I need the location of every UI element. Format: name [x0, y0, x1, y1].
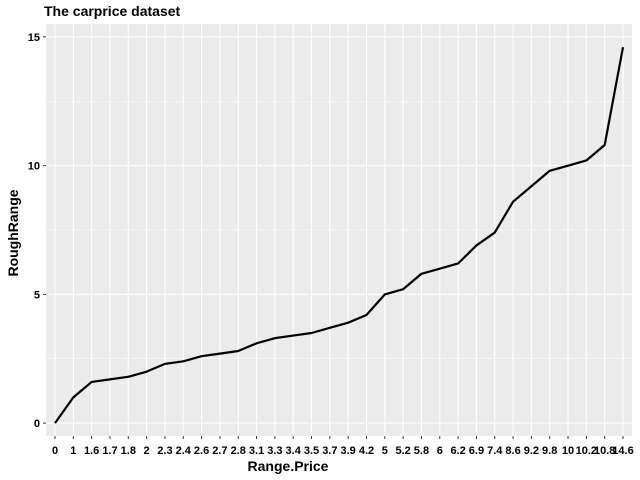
series-line [54, 46, 625, 424]
x-tick-label: 4.2 [359, 445, 374, 457]
x-tick-label: 1.6 [84, 445, 99, 457]
y-tick-label: 5 [34, 289, 40, 301]
x-tick-label: 2.3 [157, 445, 172, 457]
y-tick-label: 10 [28, 161, 40, 173]
x-tick-label: 1 [70, 445, 76, 457]
x-tick-label: 2.6 [194, 445, 209, 457]
x-tick-label: 10 [562, 445, 574, 457]
x-tick-label: 7.4 [487, 445, 503, 457]
x-tick-label: 2.8 [231, 445, 246, 457]
y-axis: 0 5 10 15 [28, 32, 46, 430]
x-tick-label: 1.7 [102, 445, 117, 457]
x-tick-label: 10.2 [576, 445, 597, 457]
minor-grid [46, 100, 632, 360]
x-axis-title: Range.Price [248, 458, 329, 474]
x-tick-label: 9.2 [524, 445, 539, 457]
x-tick-label: 6 [437, 445, 443, 457]
x-tick-label: 10.8 [594, 445, 615, 457]
x-tick-label: 3.7 [322, 445, 337, 457]
y-axis-title: RoughRange [5, 189, 21, 276]
x-tick-label: 1.8 [121, 445, 136, 457]
x-tick-label: 2 [144, 445, 150, 457]
y-tick-label: 15 [28, 32, 40, 44]
x-tick-label: 14.6 [612, 445, 633, 457]
x-tick-label: 9.8 [542, 445, 557, 457]
x-tick-label: 3.9 [341, 445, 356, 457]
major-grid [46, 24, 632, 436]
x-tick-label: 3.4 [286, 445, 302, 457]
y-tick-label: 0 [34, 418, 40, 430]
x-tick-label: 3.5 [304, 445, 319, 457]
x-tick-label: 6.9 [469, 445, 484, 457]
x-tick-label: 2.7 [212, 445, 227, 457]
x-tick-label: 0 [52, 445, 58, 457]
x-tick-label: 5 [382, 445, 388, 457]
chart-title: The carprice dataset [44, 3, 181, 19]
x-tick-label: 6.2 [450, 445, 465, 457]
x-tick-label: 5.8 [414, 445, 429, 457]
x-tick-label: 8.6 [505, 445, 520, 457]
x-axis: 0 1 1.6 1.7 1.8 2 2.3 2.4 2.6 2.7 2.8 3.1 3.3 3.4 3.5 3… [52, 436, 634, 457]
x-tick-label: 2.4 [176, 445, 192, 457]
x-tick-label: 3.3 [267, 445, 282, 457]
x-tick-label: 5.2 [395, 445, 410, 457]
x-tick-label: 3.1 [249, 445, 264, 457]
